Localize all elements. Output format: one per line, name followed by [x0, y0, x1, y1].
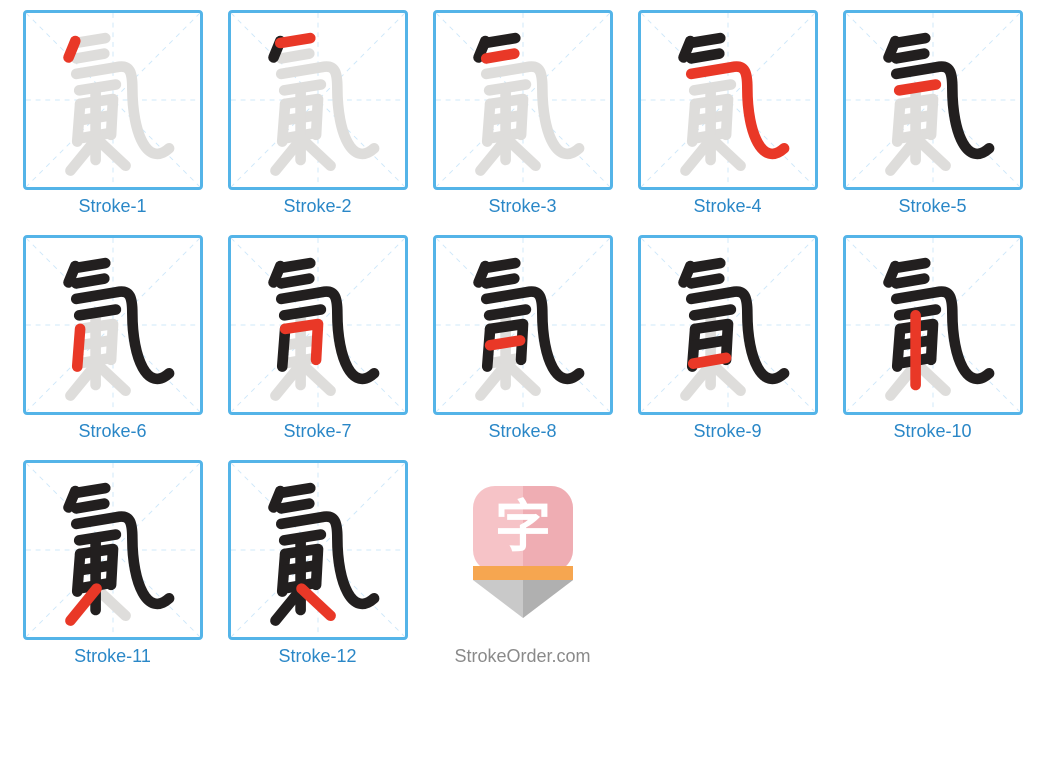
glyph-box: [228, 460, 408, 640]
stroke-cell: Stroke-2: [215, 10, 420, 217]
glyph-box: [228, 235, 408, 415]
stroke-caption: Stroke-6: [78, 421, 146, 442]
empty-cell: [625, 460, 830, 667]
stroke-caption: Stroke-10: [893, 421, 971, 442]
stroke-cell: Stroke-1: [10, 10, 215, 217]
glyph-box: [23, 10, 203, 190]
grid-row: Stroke-6 Stroke-7 Stroke-8 Stroke-9 Stroke-1…: [10, 235, 1040, 460]
stroke-cell: Stroke-6: [10, 235, 215, 442]
stroke-caption: Stroke-11: [74, 646, 151, 667]
glyph-box: [638, 235, 818, 415]
stroke-caption: Stroke-2: [283, 196, 351, 217]
pencil-icon: 字: [463, 480, 583, 620]
glyph-box: [23, 460, 203, 640]
glyph-box: [228, 10, 408, 190]
glyph-box: [433, 10, 613, 190]
stroke-cell: Stroke-5: [830, 10, 1035, 217]
stroke-cell: Stroke-12: [215, 460, 420, 667]
site-logo: 字 StrokeOrder.com: [420, 460, 625, 667]
site-label: StrokeOrder.com: [454, 646, 590, 667]
stroke-caption: Stroke-12: [278, 646, 356, 667]
stroke-cell: Stroke-9: [625, 235, 830, 442]
stroke-cell: Stroke-4: [625, 10, 830, 217]
stroke-cell: Stroke-11: [10, 460, 215, 667]
stroke-caption: Stroke-5: [898, 196, 966, 217]
stroke-caption: Stroke-7: [283, 421, 351, 442]
glyph-box: [23, 235, 203, 415]
stroke-caption: Stroke-3: [488, 196, 556, 217]
stroke-caption: Stroke-9: [693, 421, 761, 442]
empty-cell: [830, 460, 1035, 667]
glyph-box: [843, 10, 1023, 190]
stroke-caption: Stroke-8: [488, 421, 556, 442]
stroke-order-grid: Stroke-1 Stroke-2 Stroke-3 Stroke-4 Stroke-5…: [0, 0, 1050, 685]
stroke-caption: Stroke-1: [78, 196, 146, 217]
logo-glyph: 字: [495, 495, 551, 558]
glyph-box: [843, 235, 1023, 415]
stroke-caption: Stroke-4: [693, 196, 761, 217]
logo-box: 字: [433, 460, 613, 640]
glyph-box: [433, 235, 613, 415]
glyph-box: [638, 10, 818, 190]
stroke-cell: Stroke-7: [215, 235, 420, 442]
stroke-cell: Stroke-8: [420, 235, 625, 442]
grid-row: Stroke-1 Stroke-2 Stroke-3 Stroke-4 Stroke-5: [10, 10, 1040, 235]
stroke-cell: Stroke-3: [420, 10, 625, 217]
grid-row: Stroke-11 Stroke-12 字 StrokeOrder.com: [10, 460, 1040, 685]
stroke-cell: Stroke-10: [830, 235, 1035, 442]
